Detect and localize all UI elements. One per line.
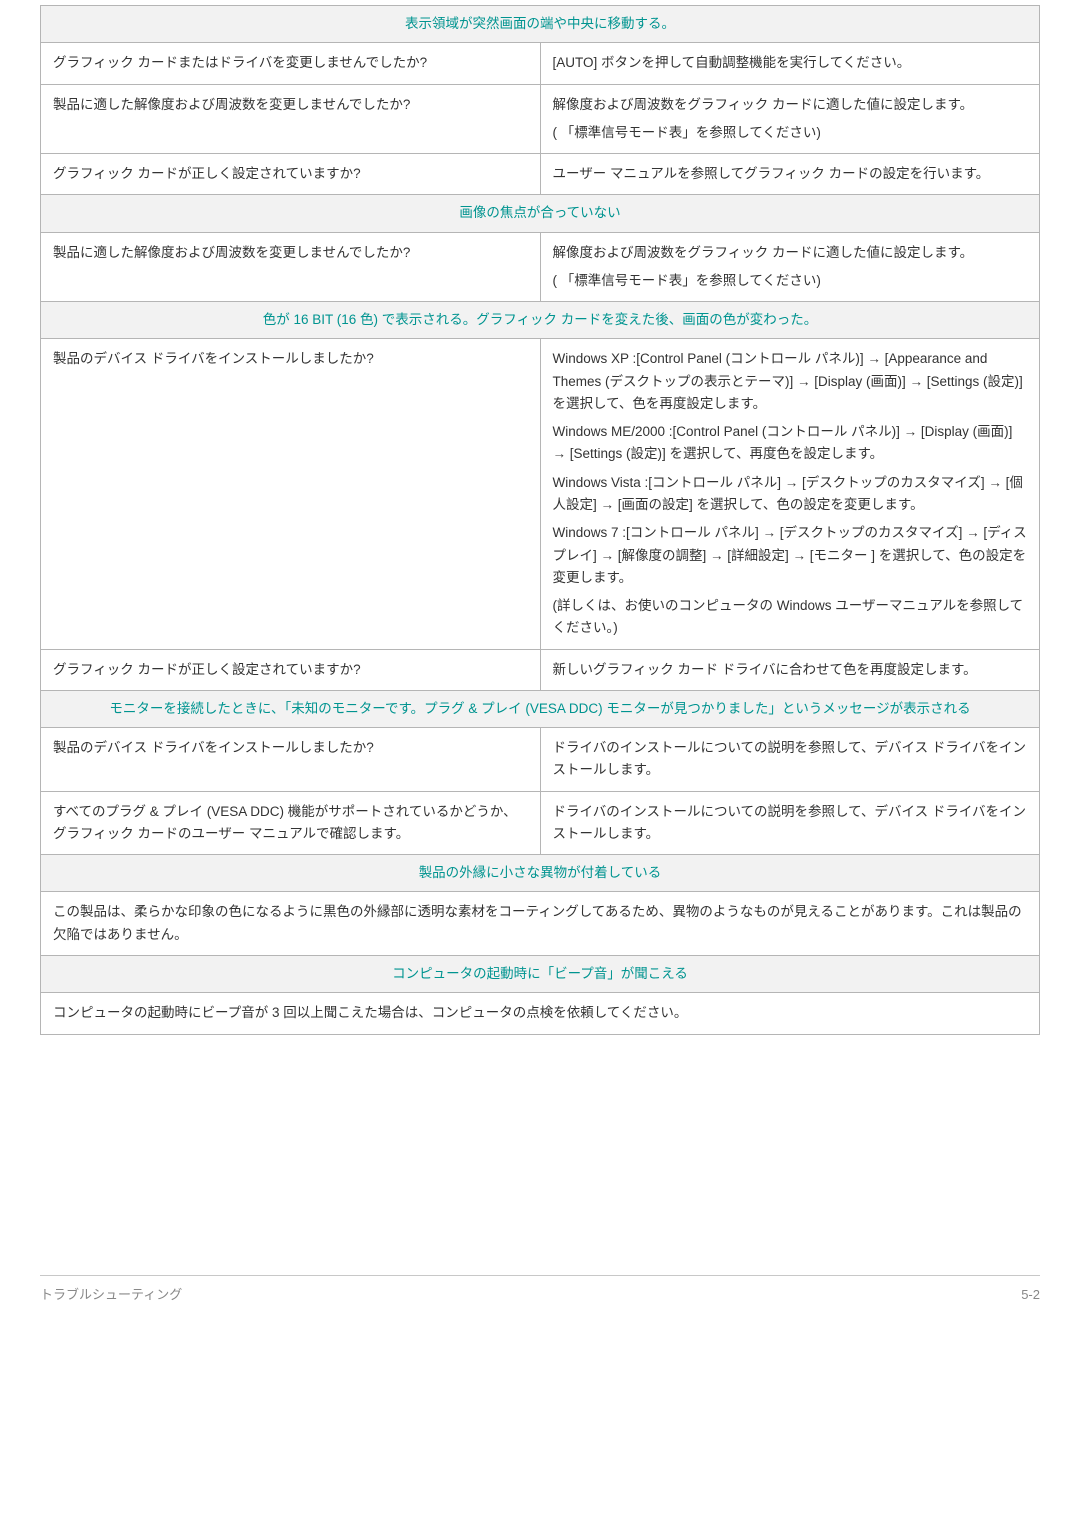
section-header: 色が 16 BIT (16 色) で表示される。グラフィック カードを変えた後、… xyxy=(41,302,1040,339)
troubleshooting-table: 表示領域が突然画面の端や中央に移動する。グラフィック カードまたはドライバを変更… xyxy=(40,5,1040,1035)
answer-text: [AUTO] ボタンを押して自動調整機能を実行してください。 xyxy=(553,52,1028,74)
answer-cell: 新しいグラフィック カード ドライバに合わせて色を再度設定します。 xyxy=(540,649,1040,690)
question-cell: 製品のデバイス ドライバをインストールしましたか? xyxy=(41,728,541,792)
answer-text: ( 「標準信号モード表」を参照してください) xyxy=(553,270,1028,292)
question-cell: 製品に適した解像度および周波数を変更しませんでしたか? xyxy=(41,232,541,302)
question-text: グラフィック カードが正しく設定されていますか? xyxy=(53,659,528,681)
answer-cell: [AUTO] ボタンを押して自動調整機能を実行してください。 xyxy=(540,43,1040,84)
section-header: モニターを接続したときに、「未知のモニターです。プラグ & プレイ (VESA … xyxy=(41,690,1040,727)
answer-text: 新しいグラフィック カード ドライバに合わせて色を再度設定します。 xyxy=(553,659,1028,681)
answer-text: Windows 7 :[コントロール パネル] → [デスクトップのカスタマイズ… xyxy=(553,522,1028,589)
question-text: 製品に適した解像度および周波数を変更しませんでしたか? xyxy=(53,242,528,264)
question-cell: グラフィック カードまたはドライバを変更しませんでしたか? xyxy=(41,43,541,84)
answer-text: ドライバのインストールについての説明を参照して、デバイス ドライバをインストール… xyxy=(553,801,1028,846)
question-cell: すべてのプラグ & プレイ (VESA DDC) 機能がサポートされているかどう… xyxy=(41,791,541,855)
answer-text: (詳しくは、お使いのコンピュータの Windows ユーザーマニュアルを参照して… xyxy=(553,595,1028,640)
question-cell: グラフィック カードが正しく設定されていますか? xyxy=(41,649,541,690)
document-body: 表示領域が突然画面の端や中央に移動する。グラフィック カードまたはドライバを変更… xyxy=(0,0,1080,1035)
answer-text: Windows ME/2000 :[Control Panel (コントロール … xyxy=(553,421,1028,466)
full-width-cell: この製品は、柔らかな印象の色になるように黒色の外縁部に透明な素材をコーティングし… xyxy=(41,892,1040,956)
answer-text: ドライバのインストールについての説明を参照して、デバイス ドライバをインストール… xyxy=(553,737,1028,782)
answer-text: ( 「標準信号モード表」を参照してください) xyxy=(553,122,1028,144)
question-text: 製品のデバイス ドライバをインストールしましたか? xyxy=(53,348,528,370)
body-text: この製品は、柔らかな印象の色になるように黒色の外縁部に透明な素材をコーティングし… xyxy=(53,901,1027,946)
answer-text: 解像度および周波数をグラフィック カードに適した値に設定します。 xyxy=(553,94,1028,116)
answer-cell: 解像度および周波数をグラフィック カードに適した値に設定します。 ( 「標準信号モ… xyxy=(540,232,1040,302)
question-text: すべてのプラグ & プレイ (VESA DDC) 機能がサポートされているかどう… xyxy=(53,801,528,846)
answer-text: ユーザー マニュアルを参照してグラフィック カードの設定を行います。 xyxy=(553,163,1028,185)
question-cell: 製品のデバイス ドライバをインストールしましたか? xyxy=(41,339,541,649)
section-header: コンピュータの起動時に「ビープ音」が聞こえる xyxy=(41,955,1040,992)
footer-section-title: トラブルシューティング xyxy=(40,1284,182,1305)
section-header: 製品の外縁に小さな異物が付着している xyxy=(41,855,1040,892)
answer-cell: ドライバのインストールについての説明を参照して、デバイス ドライバをインストール… xyxy=(540,728,1040,792)
full-width-cell: コンピュータの起動時にビープ音が 3 回以上聞こえた場合は、コンピュータの点検を… xyxy=(41,993,1040,1034)
body-text: コンピュータの起動時にビープ音が 3 回以上聞こえた場合は、コンピュータの点検を… xyxy=(53,1002,1027,1024)
section-header: 画像の焦点が合っていない xyxy=(41,195,1040,232)
section-header: 表示領域が突然画面の端や中央に移動する。 xyxy=(41,6,1040,43)
answer-cell: 解像度および周波数をグラフィック カードに適した値に設定します。 ( 「標準信号モ… xyxy=(540,84,1040,154)
footer-page-number: 5-2 xyxy=(1021,1284,1040,1305)
answer-text: Windows XP :[Control Panel (コントロール パネル)]… xyxy=(553,348,1028,415)
answer-text: Windows Vista :[コントロール パネル] → [デスクトップのカス… xyxy=(553,472,1028,517)
question-text: グラフィック カードまたはドライバを変更しませんでしたか? xyxy=(53,52,528,74)
answer-text: 解像度および周波数をグラフィック カードに適した値に設定します。 xyxy=(553,242,1028,264)
question-cell: 製品に適した解像度および周波数を変更しませんでしたか? xyxy=(41,84,541,154)
answer-cell: ユーザー マニュアルを参照してグラフィック カードの設定を行います。 xyxy=(540,154,1040,195)
footer-divider xyxy=(40,1275,1040,1276)
question-text: 製品に適した解像度および周波数を変更しませんでしたか? xyxy=(53,94,528,116)
answer-cell: Windows XP :[Control Panel (コントロール パネル)]… xyxy=(540,339,1040,649)
answer-cell: ドライバのインストールについての説明を参照して、デバイス ドライバをインストール… xyxy=(540,791,1040,855)
question-text: 製品のデバイス ドライバをインストールしましたか? xyxy=(53,737,528,759)
question-text: グラフィック カードが正しく設定されていますか? xyxy=(53,163,528,185)
question-cell: グラフィック カードが正しく設定されていますか? xyxy=(41,154,541,195)
page-footer: トラブルシューティング 5-2 xyxy=(0,1275,1080,1325)
